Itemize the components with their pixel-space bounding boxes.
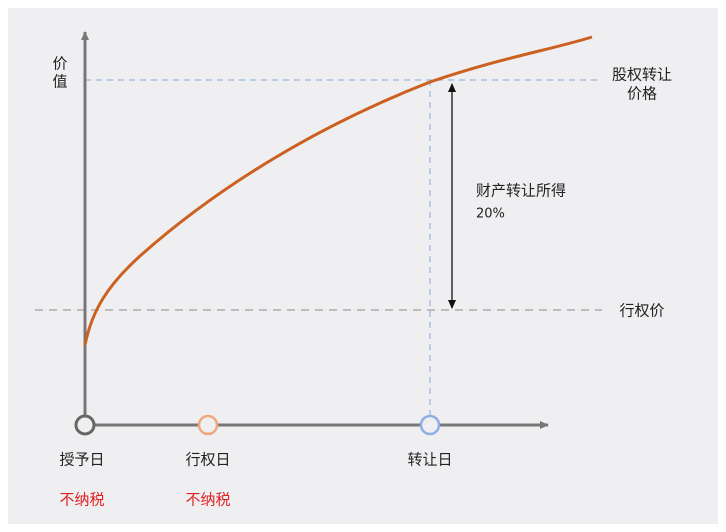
level-label: 股权转让 (612, 66, 672, 84)
y-axis-label: 价 (52, 55, 67, 73)
timeline-label: 授予日 (59, 451, 104, 469)
annotation: 财产转让所得 (476, 182, 566, 200)
level-label: 价格 (627, 85, 657, 103)
value-curve (83, 35, 593, 346)
y-axis-label: 值 (52, 73, 67, 91)
grant-point (74, 414, 96, 436)
timeline-label: 行权日 (185, 451, 230, 469)
tax-label: 不纳税 (59, 491, 104, 509)
annotation: 20% (476, 207, 505, 222)
panel (8, 8, 718, 524)
timeline-label: 转让日 (407, 451, 452, 469)
tax-label: 不纳税 (185, 491, 230, 509)
level-label: 行权价 (619, 302, 664, 320)
transfer-point (419, 414, 441, 436)
exercise-point (197, 414, 219, 436)
